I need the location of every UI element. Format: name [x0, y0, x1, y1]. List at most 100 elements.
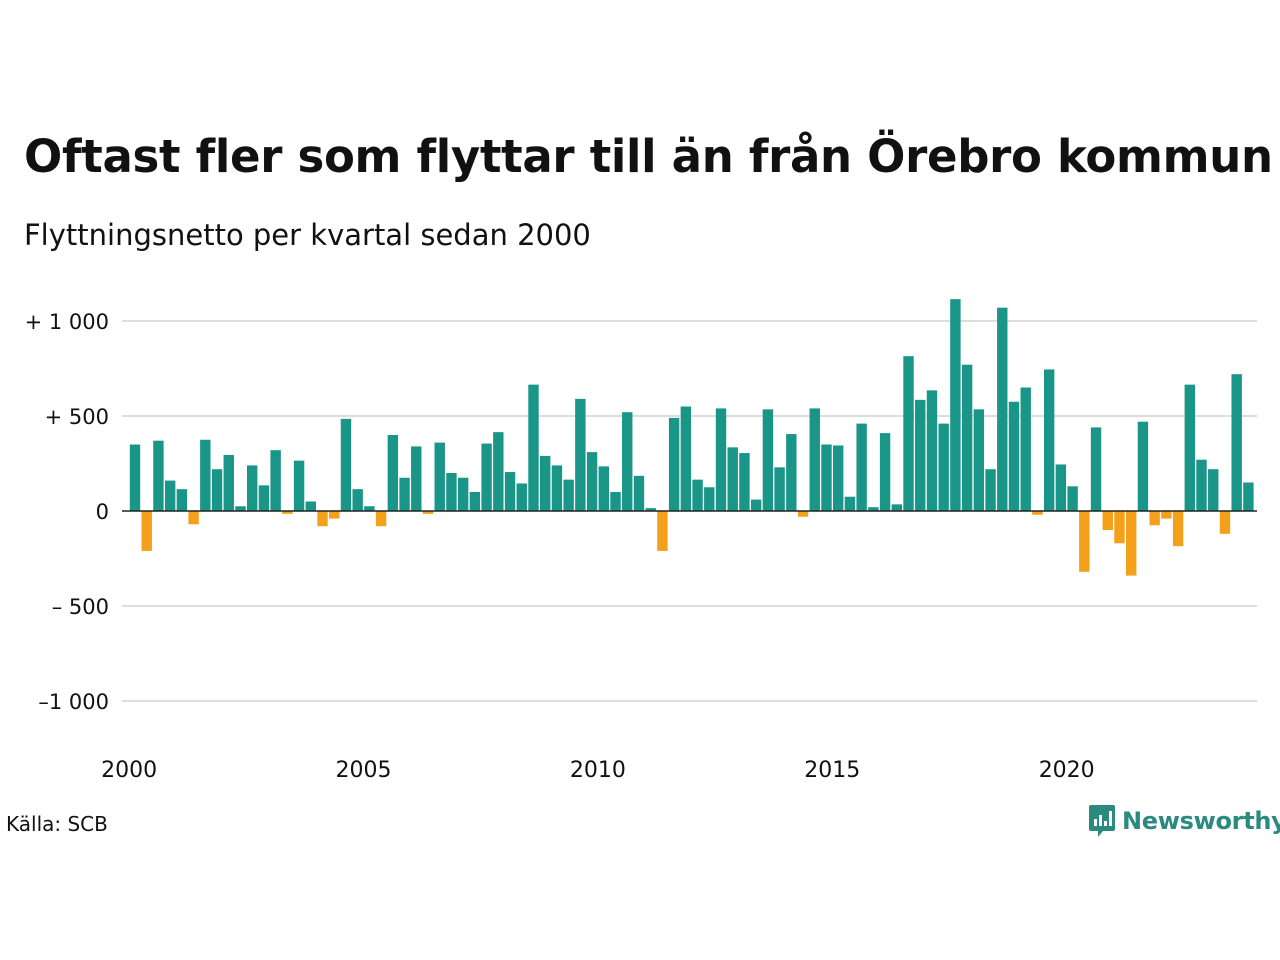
bar-2018-k2 [985, 469, 996, 511]
bar-2009-k1 [551, 465, 563, 511]
bar-2017-k2 [938, 423, 949, 511]
bar-2021-k1 [1114, 511, 1125, 544]
bar-2018-k4 [1008, 401, 1020, 511]
bar-2008-k3 [528, 384, 539, 511]
bar-2002-k4 [258, 485, 270, 511]
bar-2004-k1 [317, 511, 328, 527]
x-tick-label: 2000 [101, 758, 157, 783]
y-axis-ticks: + 1 000 + 500 0 – 500 –1 000 [25, 310, 109, 714]
bar-2004-k2 [329, 511, 340, 519]
bar-2003-k1 [270, 450, 281, 511]
bar-2009-k4 [586, 452, 598, 511]
bar-2007-k4 [493, 432, 504, 511]
bar-2015-k4 [868, 507, 879, 511]
grid-lines [122, 320, 1257, 702]
bar-2003-k2 [282, 511, 293, 514]
bars [129, 299, 1254, 576]
bar-2022-k2 [1172, 511, 1184, 547]
bar-2018-k1 [973, 409, 985, 511]
chart-subtitle: Flyttningsnetto per kvartal sedan 2000 [24, 218, 591, 252]
bar-2012-k1 [692, 479, 703, 511]
bar-2019-k4 [1055, 464, 1067, 511]
bar-2000-k4 [164, 480, 176, 511]
bar-2023-k4 [1243, 482, 1254, 511]
bar-2019-k3 [1043, 369, 1055, 511]
bar-2011-k2 [657, 511, 668, 551]
bar-2010-k3 [622, 412, 633, 511]
bar-2019-k2 [1032, 511, 1043, 515]
bar-2013-k4 [774, 467, 785, 511]
x-tick-label: 2005 [336, 758, 392, 783]
chart-title: Oftast fler som flyttar till än från Öre… [24, 130, 1273, 183]
bar-2001-k1 [176, 489, 188, 511]
bar-2003-k4 [305, 501, 316, 511]
bar-2017-k1 [926, 390, 938, 511]
bar-2006-k4 [446, 473, 457, 511]
bar-2004-k3 [340, 418, 352, 511]
bar-2020-k3 [1090, 427, 1102, 511]
bar-2000-k2 [141, 511, 152, 551]
bar-2008-k1 [504, 472, 516, 511]
bar-2012-k3 [715, 408, 727, 511]
bar-2007-k1 [457, 477, 469, 511]
bar-2015-k2 [844, 496, 856, 511]
bar-2012-k4 [727, 447, 738, 511]
bar-2020-k1 [1067, 486, 1078, 511]
y-tick-label: + 500 [45, 405, 109, 429]
bar-2021-k4 [1149, 511, 1160, 526]
bar-2010-k4 [633, 475, 645, 511]
bar-2015-k1 [833, 445, 844, 511]
bar-2002-k1 [223, 454, 234, 511]
bar-2000-k1 [129, 444, 141, 511]
y-tick-label: –1 000 [38, 690, 109, 714]
bar-2002-k3 [247, 465, 258, 511]
bar-2016-k4 [915, 399, 926, 511]
bar-2008-k2 [516, 483, 527, 511]
x-tick-label: 2015 [804, 758, 860, 783]
x-tick-label: 2020 [1039, 758, 1095, 783]
bar-2002-k2 [235, 506, 246, 511]
bar-2015-k3 [856, 423, 867, 511]
bar-2014-k3 [809, 408, 820, 511]
y-tick-label: 0 [96, 500, 109, 524]
bar-2003-k3 [293, 460, 305, 511]
bar-2009-k3 [575, 398, 586, 511]
bar-2023-k3 [1231, 374, 1242, 511]
bar-2016-k1 [879, 433, 891, 511]
bar-2023-k1 [1208, 469, 1219, 511]
bar-2012-k2 [704, 487, 715, 511]
bar-2006-k1 [411, 446, 422, 511]
source-note: Källa: SCB [6, 812, 108, 836]
bar-2011-k1 [645, 508, 656, 511]
bar-2014-k4 [821, 444, 832, 511]
bar-2022-k3 [1184, 384, 1195, 511]
bar-2013-k3 [762, 409, 774, 511]
bar-2014-k2 [797, 511, 809, 517]
bar-2001-k3 [200, 439, 211, 511]
y-tick-label: – 500 [52, 595, 109, 619]
bar-2008-k4 [540, 455, 551, 511]
newsworthy-chart-icon [1089, 805, 1115, 837]
bar-2001-k4 [211, 469, 223, 511]
x-tick-label: 2010 [570, 758, 626, 783]
bar-2020-k2 [1079, 511, 1090, 572]
bar-2006-k2 [422, 511, 434, 514]
bar-2019-k1 [1020, 387, 1031, 511]
bar-2018-k3 [997, 307, 1008, 511]
bar-2000-k3 [153, 440, 164, 511]
bar-2022-k4 [1196, 459, 1207, 511]
bar-2007-k3 [481, 443, 492, 511]
bar-2013-k1 [739, 453, 750, 511]
bar-2006-k3 [434, 442, 445, 511]
bar-2022-k1 [1161, 511, 1172, 519]
newsworthy-logo[interactable]: Newsworthy [1088, 804, 1280, 838]
bar-2016-k3 [903, 356, 914, 511]
bar-2001-k2 [188, 511, 199, 525]
brand-name: Newsworthy [1122, 807, 1280, 835]
bar-2009-k2 [563, 479, 574, 511]
bar-2011-k3 [668, 417, 680, 511]
x-axis-ticks: 2000 2005 2010 2015 2020 [101, 758, 1095, 783]
bar-2010-k2 [610, 492, 621, 511]
y-tick-label: + 1 000 [25, 310, 109, 334]
bar-2017-k3 [950, 299, 961, 511]
